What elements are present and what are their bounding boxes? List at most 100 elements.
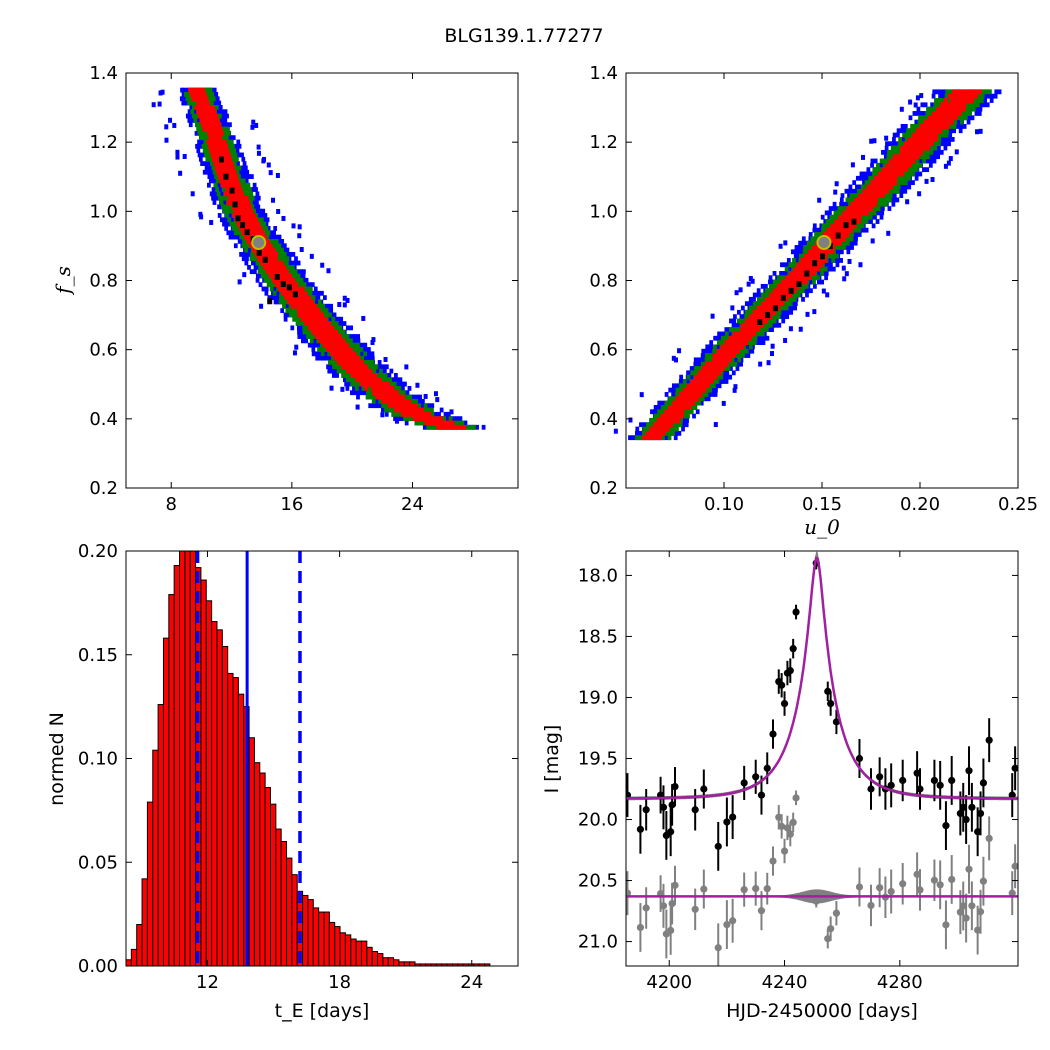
sigma1-cell [263,260,268,266]
sigma3-cell [748,296,753,302]
sigma2-cell [705,353,709,358]
sigma1-cell [215,156,220,162]
sigma1-cell [318,338,323,344]
sigma1-cell [212,117,217,123]
sigma3-cell [383,357,388,363]
sigma3-cell [240,174,244,179]
sigma1-cell [358,377,363,383]
sigma2-cell [460,420,465,426]
sigma3-cell [209,219,214,225]
sigma1-cell [256,221,261,227]
sigma1-cell [254,230,259,236]
sigma1-cell [214,113,218,119]
sigma1-cell [419,407,424,413]
sigma3-cell [797,253,801,259]
sigma2-cell [768,322,773,328]
sigma1-cell [226,161,231,167]
sigma2-cell [388,377,393,383]
sigma2-cell [923,149,927,155]
sigma3-cell [262,156,267,162]
sigma3-cell [839,201,843,207]
sigma1-cell [387,403,392,409]
sigma1-cell [237,182,241,188]
sigma3-cell [865,175,870,181]
sigma3-cell [342,321,347,326]
sigma3-cell [249,269,254,275]
sigma2-cell [926,149,931,155]
sigma2-cell [809,245,814,250]
sigma3-cell [966,119,971,125]
sigma1-cell [207,122,212,128]
sigma3-cell [914,119,919,125]
sigma3-cell [756,288,761,294]
sigma2-cell [299,277,304,283]
sigma3-cell [732,318,737,324]
sigma1-cell [219,169,224,175]
sigma2-cell [223,130,228,136]
sigma1-cell [356,355,361,361]
sigma2-cell [852,193,857,198]
sigma3-cell [452,416,456,422]
sigma2-cell [331,321,336,326]
sigma3-cell [356,390,361,396]
sigma3-cell [266,226,271,231]
sigma3-cell [368,403,373,409]
sigma2-cell [823,266,828,272]
sigma2-cell [966,102,970,108]
sigma3-cell [762,335,767,341]
sigma3-cell [283,312,288,318]
sigma1-cell [388,394,393,400]
sigma2-cell [944,93,949,99]
sigma1-cell [303,308,308,313]
sigma1-cell [264,251,269,257]
sigma2-cell [279,295,283,301]
sigma2-cell [356,351,361,357]
sigma3-cell [264,286,269,292]
sigma3-cell [850,245,854,250]
sigma3-cell [217,109,221,115]
sigma3-cell [891,201,896,207]
sigma1-cell [321,334,326,339]
sigma2-cell [429,424,434,430]
sigma2-cell [212,169,217,175]
sigma3-cell [340,386,345,392]
sigma3-cell [900,184,905,190]
sigma1-cell [434,420,439,426]
sigma2-cell [968,106,973,112]
sigma3-cell [329,316,334,322]
sigma2-cell [353,381,358,387]
sigma3-cell [226,230,231,236]
sigma2-cell [821,227,825,233]
sigma2-cell [381,377,386,383]
best-fit-cell [229,187,235,194]
sigma3-cell [264,221,269,227]
sigma1-cell [227,182,231,188]
sigma1-cell [225,187,230,192]
sigma1-cell [219,178,223,184]
sigma1-cell [284,290,288,296]
sigma1-cell [226,191,231,197]
sigma3-cell [959,124,964,129]
sigma2-cell [820,232,825,237]
sigma2-cell [806,245,811,250]
sigma2-cell [952,124,957,129]
sigma2-cell [199,126,204,132]
sigma3-cell [384,411,389,417]
sigma2-cell [848,201,852,207]
sigma2-cell [302,325,307,331]
sigma2-cell [810,236,815,242]
sigma1-cell [277,286,282,292]
sigma2-cell [915,162,920,168]
sigma3-cell [219,217,224,223]
sigma3-cell [899,193,904,198]
sigma1-cell [327,325,332,331]
sigma2-cell [345,377,350,383]
sigma1-cell [413,403,418,409]
sigma2-cell [730,357,735,363]
sigma2-cell [221,187,226,192]
sigma3-cell [916,106,921,112]
sigma2-cell [772,318,777,324]
sigma2-cell [812,275,817,281]
sigma1-cell [263,234,268,240]
